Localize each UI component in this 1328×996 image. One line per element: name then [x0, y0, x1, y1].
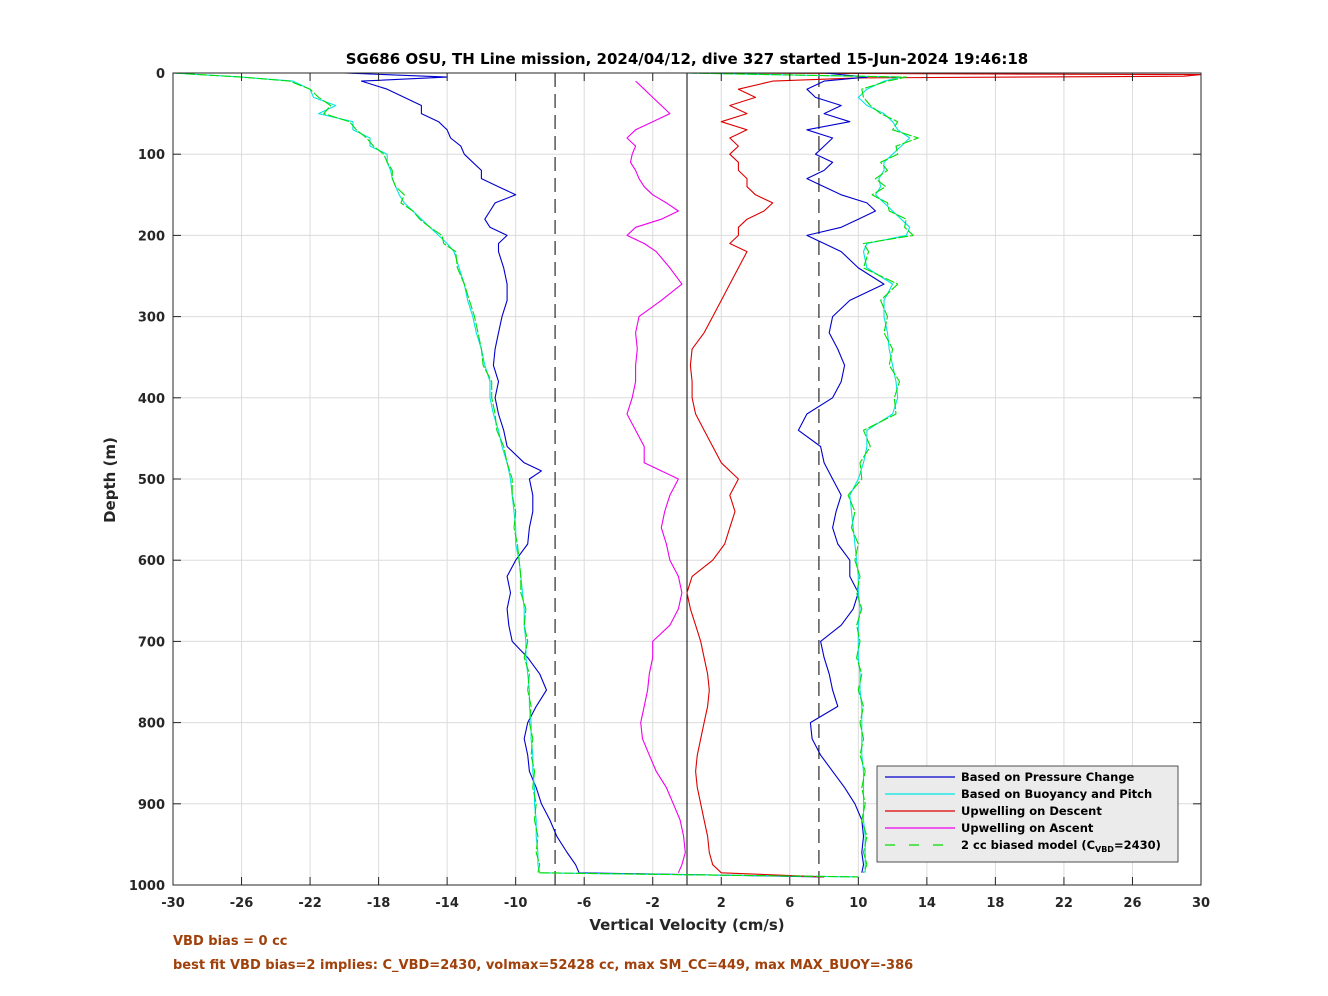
y-tick-label: 800 [138, 717, 165, 732]
legend-label: Based on Buoyancy and Pitch [961, 787, 1152, 801]
series-ascent-branch [686, 72, 911, 873]
series-upwelling-on-descent [686, 72, 1202, 878]
x-tick-labels: -30 -26 -22 -18 -14 -10 -6 -2 2 6 10 14 18 22 26 30 [161, 896, 1210, 911]
y-tick-label: 400 [138, 392, 165, 407]
y-tick-label: 1000 [129, 879, 165, 894]
y-tick-label: 600 [138, 554, 165, 569]
y-tick-label: 100 [138, 148, 165, 163]
reference-lines [554, 73, 820, 885]
x-tick-label: 2 [717, 896, 726, 911]
y-tick-label: 900 [138, 798, 165, 813]
y-axis-label: Depth (m) [101, 437, 119, 523]
x-tick-label: -18 [367, 896, 391, 911]
vbd-bias-note: VBD bias = 0 cc [173, 934, 288, 949]
x-tick-label: -30 [161, 896, 185, 911]
x-tick-label: 14 [918, 896, 936, 911]
x-tick-label: -2 [646, 896, 660, 911]
x-tick-label: 26 [1123, 896, 1141, 911]
y-tick-label: 200 [138, 229, 165, 244]
x-tick-label: -6 [577, 896, 591, 911]
legend: Based on Pressure Change Based on Buoyanc… [876, 765, 1179, 863]
legend-label: Upwelling on Ascent [961, 821, 1094, 835]
series-layer [172, 72, 1202, 878]
y-tick-label: 500 [138, 473, 165, 488]
ticks [172, 72, 1202, 886]
x-tick-label: -22 [298, 896, 322, 911]
legend-label: 2 cc biased model (CVBD=2430) [961, 838, 1161, 854]
x-axis-label: Vertical Velocity (cm/s) [589, 916, 784, 934]
x-tick-label: 6 [785, 896, 794, 911]
series-ascent-branch [686, 72, 919, 874]
chart-title: SG686 OSU, TH Line mission, 2024/04/12, … [346, 50, 1029, 68]
series-2-cc-biased-model-c-vbd-2430 [172, 72, 859, 878]
x-tick-label: -14 [435, 896, 459, 911]
series-ascent-branch [797, 72, 885, 873]
x-tick-label: 10 [849, 896, 867, 911]
y-tick-label: 300 [138, 311, 165, 326]
series-based-on-pressure-change [344, 72, 825, 878]
y-tick-label: 700 [138, 635, 165, 650]
x-tick-label: 22 [1055, 896, 1073, 911]
x-tick-label: -10 [504, 896, 528, 911]
x-tick-label: -26 [230, 896, 254, 911]
series-upwelling-on-ascent [626, 80, 686, 874]
legend-label: Based on Pressure Change [961, 770, 1135, 784]
y-tick-labels: 0 100 200 300 400 500 600 700 800 900 1000 [129, 67, 165, 894]
best-fit-note: best fit VBD bias=2 implies: C_VBD=2430,… [173, 958, 914, 973]
x-tick-label: 30 [1192, 896, 1210, 911]
legend-box [876, 765, 1179, 863]
legend-label: Upwelling on Descent [961, 804, 1102, 818]
x-tick-label: 18 [986, 896, 1004, 911]
y-tick-label: 0 [156, 67, 165, 82]
